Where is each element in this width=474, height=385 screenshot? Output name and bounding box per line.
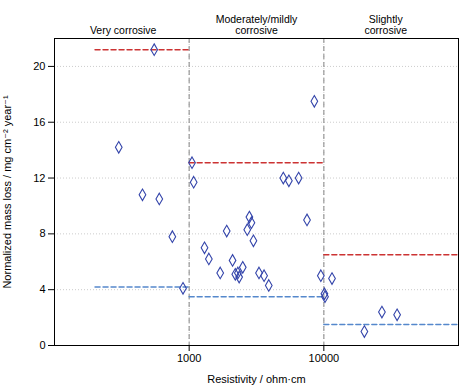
svg-text:12: 12 [33, 172, 45, 184]
svg-text:0: 0 [39, 339, 45, 351]
svg-text:Resistivity / ohm·cm: Resistivity / ohm·cm [207, 373, 305, 385]
svg-text:8: 8 [39, 227, 45, 239]
svg-text:Normalized mass loss / mg cm⁻²: Normalized mass loss / mg cm⁻² year⁻¹ [1, 95, 13, 288]
svg-text:Slightlycorrosive: Slightlycorrosive [364, 13, 407, 36]
svg-text:10000: 10000 [309, 352, 340, 364]
svg-text:16: 16 [33, 116, 45, 128]
svg-text:1000: 1000 [177, 352, 201, 364]
svg-text:4: 4 [39, 283, 45, 295]
svg-text:Moderately/mildlycorrosive: Moderately/mildlycorrosive [216, 13, 298, 36]
svg-text:Very corrosive: Very corrosive [90, 24, 157, 36]
svg-text:20: 20 [33, 60, 45, 72]
